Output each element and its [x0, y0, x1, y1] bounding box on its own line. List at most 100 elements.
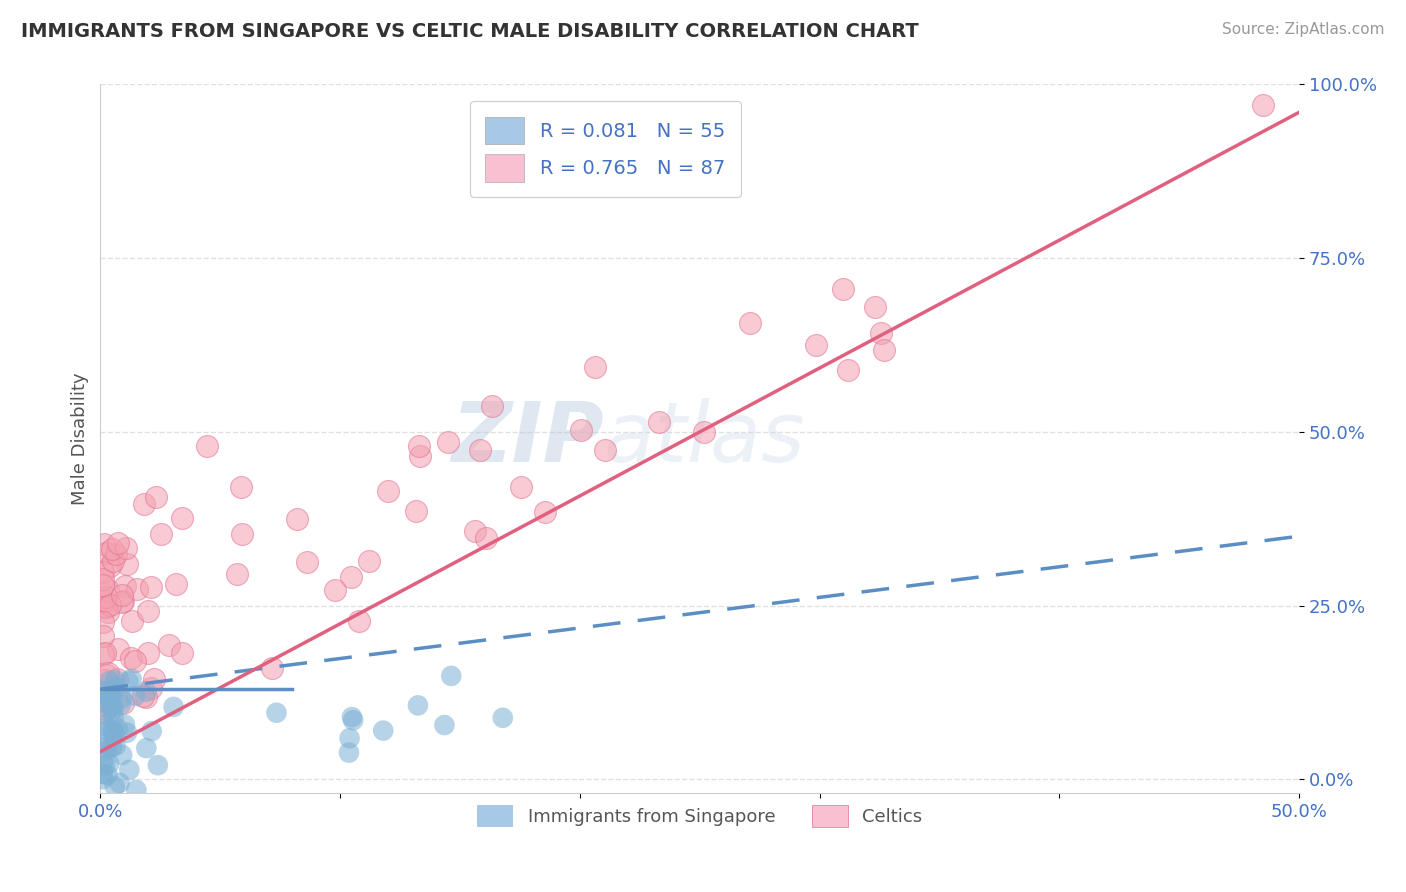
Point [94, 737, 117, 751]
Point [141, 580, 163, 594]
Point [97, 768, 120, 782]
Point [125, 783, 148, 797]
Point [103, 711, 125, 725]
Point [94, 591, 117, 605]
Point [101, 541, 124, 556]
Point [740, 317, 762, 331]
Point [110, 698, 132, 712]
Point [141, 724, 163, 739]
Point [481, 399, 503, 413]
Point [104, 780, 127, 794]
Point [231, 480, 253, 494]
Point [91, 578, 114, 592]
Point [97, 666, 120, 681]
Point [377, 484, 399, 499]
Point [94, 546, 117, 560]
Point [440, 669, 463, 683]
Point [406, 698, 429, 713]
Point [103, 724, 125, 739]
Point [98, 702, 121, 716]
Point [111, 588, 134, 602]
Point [468, 443, 491, 458]
Point [105, 672, 128, 686]
Point [91, 684, 114, 698]
Point [266, 706, 288, 720]
Point [94, 702, 117, 716]
Point [91, 615, 114, 629]
Point [170, 646, 193, 660]
Point [96, 740, 118, 755]
Point [1251, 98, 1274, 112]
Point [98, 757, 121, 772]
Point [94, 600, 117, 615]
Point [583, 360, 606, 375]
Point [157, 639, 180, 653]
Point [405, 504, 427, 518]
Point [832, 282, 855, 296]
Point [94, 673, 117, 688]
Point [135, 690, 157, 704]
Point [342, 713, 364, 727]
Point [91, 705, 114, 719]
Point [135, 684, 157, 698]
Point [107, 722, 129, 736]
Point [339, 731, 361, 746]
Point [231, 527, 253, 541]
Point [103, 729, 125, 743]
Point [492, 711, 515, 725]
Point [112, 696, 135, 710]
Point [97, 605, 120, 619]
Point [101, 680, 124, 694]
Point [96, 743, 118, 757]
Point [162, 699, 184, 714]
Point [96, 723, 118, 738]
Point [464, 524, 486, 538]
Y-axis label: Male Disability: Male Disability [72, 373, 89, 505]
Point [373, 723, 395, 738]
Point [693, 425, 716, 439]
Text: IMMIGRANTS FROM SINGAPORE VS CELTIC MALE DISABILITY CORRELATION CHART: IMMIGRANTS FROM SINGAPORE VS CELTIC MALE… [21, 22, 920, 41]
Point [357, 554, 380, 568]
Point [120, 650, 142, 665]
Point [91, 755, 114, 769]
Point [91, 566, 114, 580]
Point [149, 526, 172, 541]
Point [111, 747, 134, 762]
Point [118, 763, 141, 777]
Point [111, 595, 134, 609]
Point [136, 604, 159, 618]
Point [101, 704, 124, 718]
Point [648, 415, 671, 429]
Point [145, 490, 167, 504]
Point [100, 698, 122, 713]
Point [865, 301, 887, 315]
Point [97, 690, 120, 704]
Point [98, 558, 121, 573]
Point [105, 547, 128, 561]
Point [101, 740, 124, 755]
Point [195, 439, 218, 453]
Point [101, 690, 124, 704]
Point [325, 583, 347, 598]
Point [91, 695, 114, 709]
Legend: Immigrants from Singapore, Celtics: Immigrants from Singapore, Celtics [470, 797, 929, 834]
Point [98, 691, 121, 706]
Point [93, 594, 115, 608]
Point [114, 579, 136, 593]
Point [340, 710, 363, 724]
Point [347, 614, 370, 628]
Point [433, 718, 456, 732]
Point [101, 723, 124, 737]
Point [132, 689, 155, 703]
Point [408, 449, 430, 463]
Point [91, 572, 114, 586]
Point [593, 442, 616, 457]
Point [226, 566, 249, 581]
Point [337, 746, 360, 760]
Point [260, 661, 283, 675]
Point [115, 725, 138, 739]
Point [117, 674, 139, 689]
Point [165, 577, 187, 591]
Point [117, 558, 139, 572]
Point [146, 758, 169, 772]
